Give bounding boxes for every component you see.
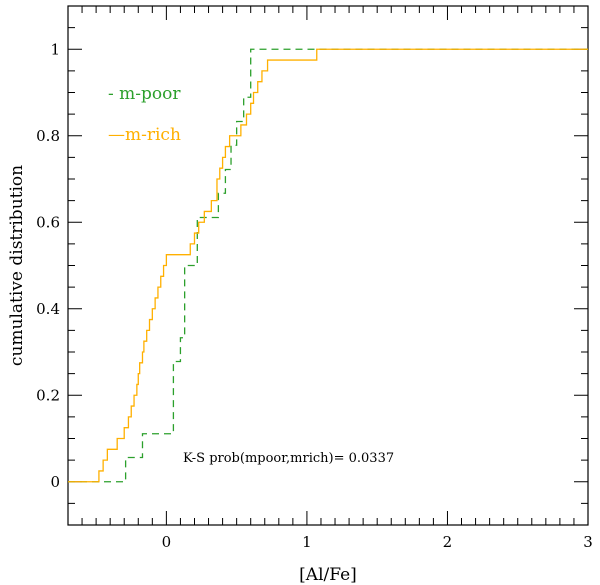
x-axis-label: [Al/Fe] (299, 565, 357, 585)
x-tick-label: 0 (162, 533, 172, 551)
x-tick-label: 1 (302, 533, 312, 551)
axis-ticks: 0 1 2 3 0 0.2 0.4 0.6 0.8 1 (36, 5, 593, 551)
y-axis-label: cumulative distribution (7, 165, 27, 366)
ks-annotation: K-S prob(mpoor,mrich)= 0.0337 (183, 451, 394, 466)
y-tick-label: 0.2 (36, 386, 60, 404)
y-tick-label: 0.6 (36, 213, 60, 231)
y-tick-label: 0.4 (36, 300, 60, 318)
y-tick-label: 1 (50, 40, 60, 58)
x-tick-label: 2 (443, 533, 453, 551)
y-tick-label: 0.8 (36, 127, 60, 145)
series-line-m-poor (68, 48, 588, 483)
y-tick-label: 0 (50, 473, 60, 491)
legend-entry-m-rich: —m-rich (108, 125, 181, 145)
series-layer (68, 48, 588, 483)
legend-entry-m-poor: - m-poor (108, 84, 181, 104)
x-tick-label: 3 (583, 533, 593, 551)
series-line-m-rich (68, 48, 588, 483)
